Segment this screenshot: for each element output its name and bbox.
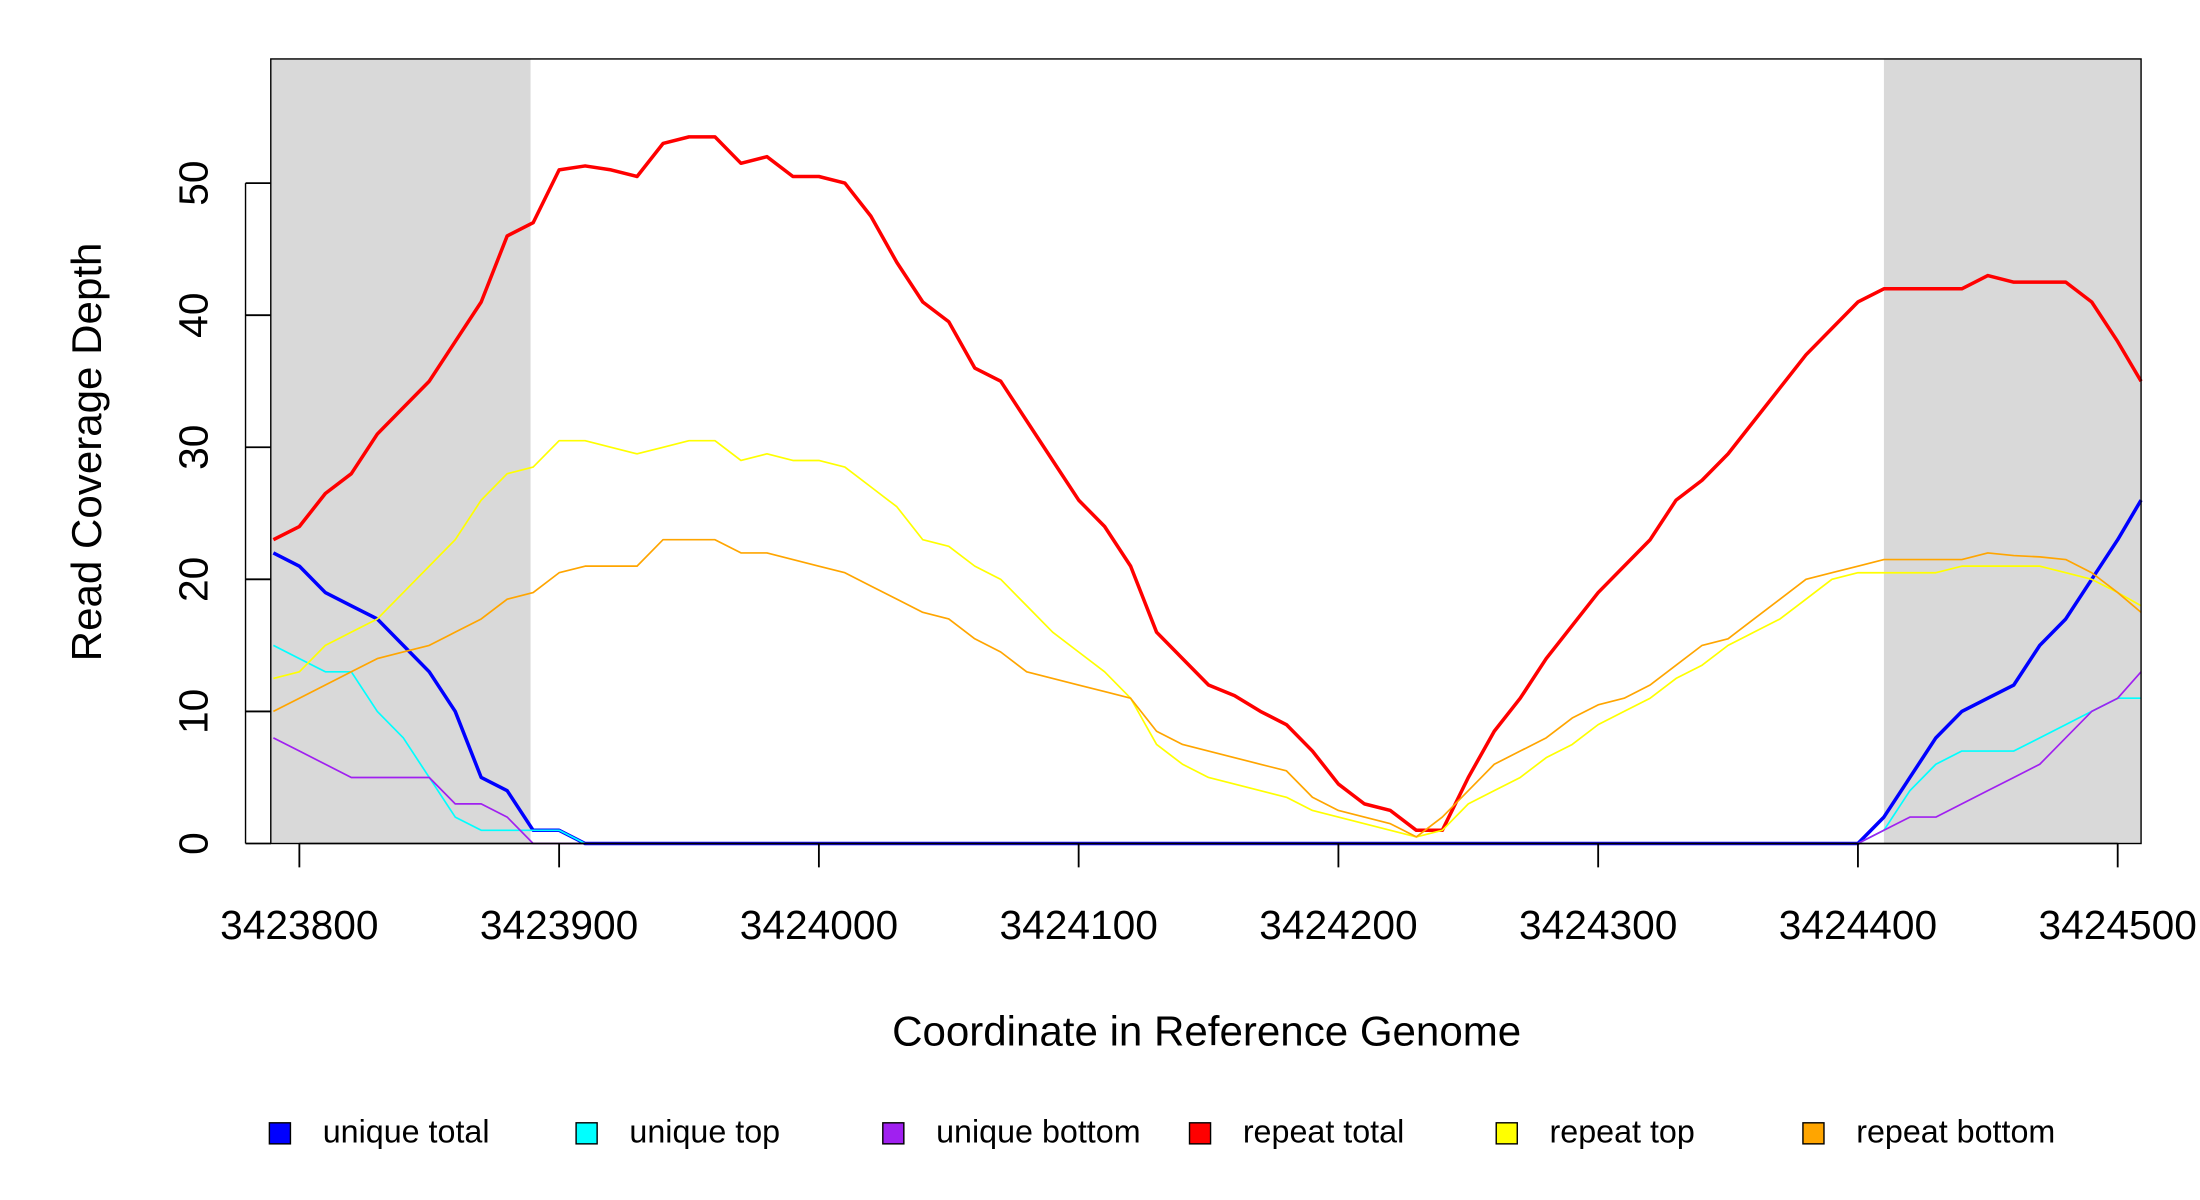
x-tick-label: 3423800 bbox=[220, 902, 378, 948]
x-tick-label: 3424200 bbox=[1259, 902, 1417, 948]
y-axis-title: Read Coverage Depth bbox=[63, 243, 110, 662]
x-tick-label: 3424000 bbox=[740, 902, 898, 948]
x-tick-label: 3424300 bbox=[1519, 902, 1677, 948]
data-line bbox=[273, 439, 2142, 838]
legend-label: repeat bottom bbox=[1856, 1114, 2055, 1150]
legend-label: repeat top bbox=[1550, 1114, 1695, 1150]
x-tick-label: 3424400 bbox=[1779, 902, 1937, 948]
x-tick-label: 3423900 bbox=[480, 902, 638, 948]
y-tick-label: 20 bbox=[171, 557, 217, 602]
y-tick-label: 40 bbox=[171, 293, 217, 338]
data-line bbox=[273, 644, 2142, 845]
x-tick-label: 3424500 bbox=[2039, 902, 2197, 948]
data-line bbox=[272, 499, 2143, 846]
y-tick-label: 10 bbox=[171, 689, 217, 734]
data-line bbox=[272, 135, 2143, 833]
shaded-region bbox=[1883, 58, 2142, 844]
y-tick-label: 0 bbox=[171, 832, 217, 855]
legend-swatch bbox=[882, 1122, 905, 1145]
x-axis-title: Coordinate in Reference Genome bbox=[892, 1008, 1521, 1055]
legend-label: unique top bbox=[629, 1114, 780, 1150]
legend-label: unique total bbox=[323, 1114, 490, 1150]
shaded-region bbox=[270, 58, 531, 844]
legend-swatch bbox=[1495, 1122, 1518, 1145]
x-tick-label: 3424100 bbox=[999, 902, 1157, 948]
legend-label: unique bottom bbox=[936, 1114, 1140, 1150]
plot-frame bbox=[270, 58, 2142, 845]
legend-swatch bbox=[575, 1122, 598, 1145]
legend-swatch bbox=[1188, 1122, 1212, 1145]
data-line bbox=[273, 671, 2142, 845]
data-line bbox=[273, 538, 2142, 838]
legend-label: repeat total bbox=[1243, 1114, 1404, 1150]
legend-swatch bbox=[268, 1122, 292, 1145]
y-tick-label: 30 bbox=[171, 425, 217, 470]
y-tick-label: 50 bbox=[171, 160, 217, 205]
legend-swatch bbox=[1802, 1122, 1825, 1145]
